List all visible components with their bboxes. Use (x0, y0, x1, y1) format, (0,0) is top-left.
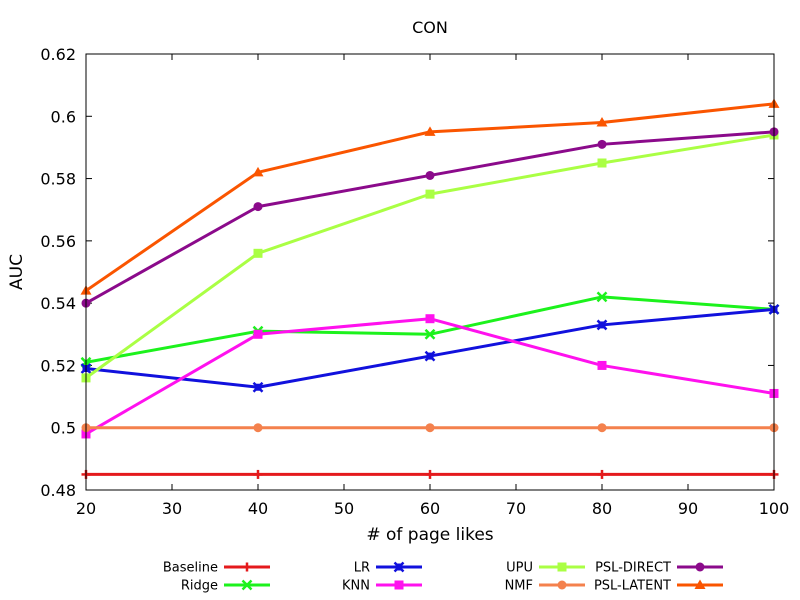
x-tick-label: 90 (678, 499, 698, 518)
data-point-upu (253, 248, 263, 258)
data-point-upu (425, 189, 435, 199)
data-point-upu (597, 158, 607, 168)
y-tick-label: 0.48 (40, 481, 76, 500)
data-point-ridge (596, 291, 608, 303)
series-line-ridge (85, 295, 775, 364)
x-axis-label: # of page likes (366, 525, 493, 545)
data-point-lr (424, 350, 436, 362)
legend-entry: KNN (342, 579, 422, 594)
legend-label: PSL-LATENT (594, 579, 671, 594)
legend-entry: Baseline (163, 561, 270, 576)
data-point-ridge (424, 328, 436, 340)
data-point-nmf (597, 423, 607, 433)
data-point-baseline (253, 469, 263, 479)
data-point-psl-direct (597, 139, 607, 149)
y-tick-label: 0.52 (40, 356, 76, 375)
data-point-baseline (597, 469, 607, 479)
legend-marker (394, 580, 404, 590)
legend-label: NMF (505, 579, 533, 594)
legend-marker (694, 579, 706, 589)
legend-marker (695, 562, 705, 572)
legend-marker (241, 579, 253, 591)
legend-marker (242, 562, 252, 572)
data-point-lr (252, 381, 264, 393)
legend-marker (393, 561, 405, 573)
data-point-psl-direct (425, 170, 435, 180)
legend-label: UPU (506, 561, 533, 576)
y-tick-label: 0.58 (40, 170, 76, 189)
y-tick-label: 0.56 (40, 232, 76, 251)
x-tick-label: 30 (162, 499, 182, 518)
x-tick-label: 60 (420, 499, 440, 518)
y-tick-label: 0.5 (51, 419, 76, 438)
data-point-psl-latent (424, 126, 436, 136)
data-point-psl-latent (596, 117, 608, 127)
x-tick-label: 70 (506, 499, 526, 518)
data-point-lr (596, 319, 608, 331)
legend-marker (557, 580, 567, 590)
data-point-baseline (425, 469, 435, 479)
y-tick-label: 0.62 (40, 45, 76, 64)
data-point-psl-direct (253, 202, 263, 212)
y-tick-label: 0.6 (51, 107, 76, 126)
legend-entry: NMF (505, 579, 585, 594)
legend-entry: PSL-DIRECT (595, 561, 723, 576)
x-tick-label: 40 (248, 499, 268, 518)
x-tick-label: 100 (759, 499, 790, 518)
data-point-nmf (253, 423, 263, 433)
data-point-psl-latent (252, 166, 264, 177)
legend-label: LR (354, 561, 370, 576)
data-point-knn (425, 314, 435, 324)
data-point-nmf (425, 423, 435, 433)
legend-entry: PSL-LATENT (594, 579, 723, 594)
legend-label: Ridge (181, 579, 218, 594)
legend-entry: LR (354, 561, 422, 576)
legend-entry: Ridge (181, 579, 270, 594)
chart-title: CON (412, 18, 448, 37)
series-line-psl-direct (85, 130, 775, 305)
legend-entry: UPU (506, 561, 585, 576)
data-point-knn (253, 329, 263, 339)
legend-marker (557, 562, 567, 572)
x-tick-label: 20 (76, 499, 96, 518)
legend-label: Baseline (163, 561, 218, 576)
data-point-knn (597, 360, 607, 370)
legend-label: PSL-DIRECT (595, 561, 671, 576)
plot-frame (85, 53, 775, 491)
y-axis-label: AUC (7, 254, 27, 290)
x-tick-label: 50 (334, 499, 354, 518)
x-tick-label: 80 (592, 499, 612, 518)
legend-label: KNN (342, 579, 370, 594)
y-tick-label: 0.54 (40, 294, 76, 313)
